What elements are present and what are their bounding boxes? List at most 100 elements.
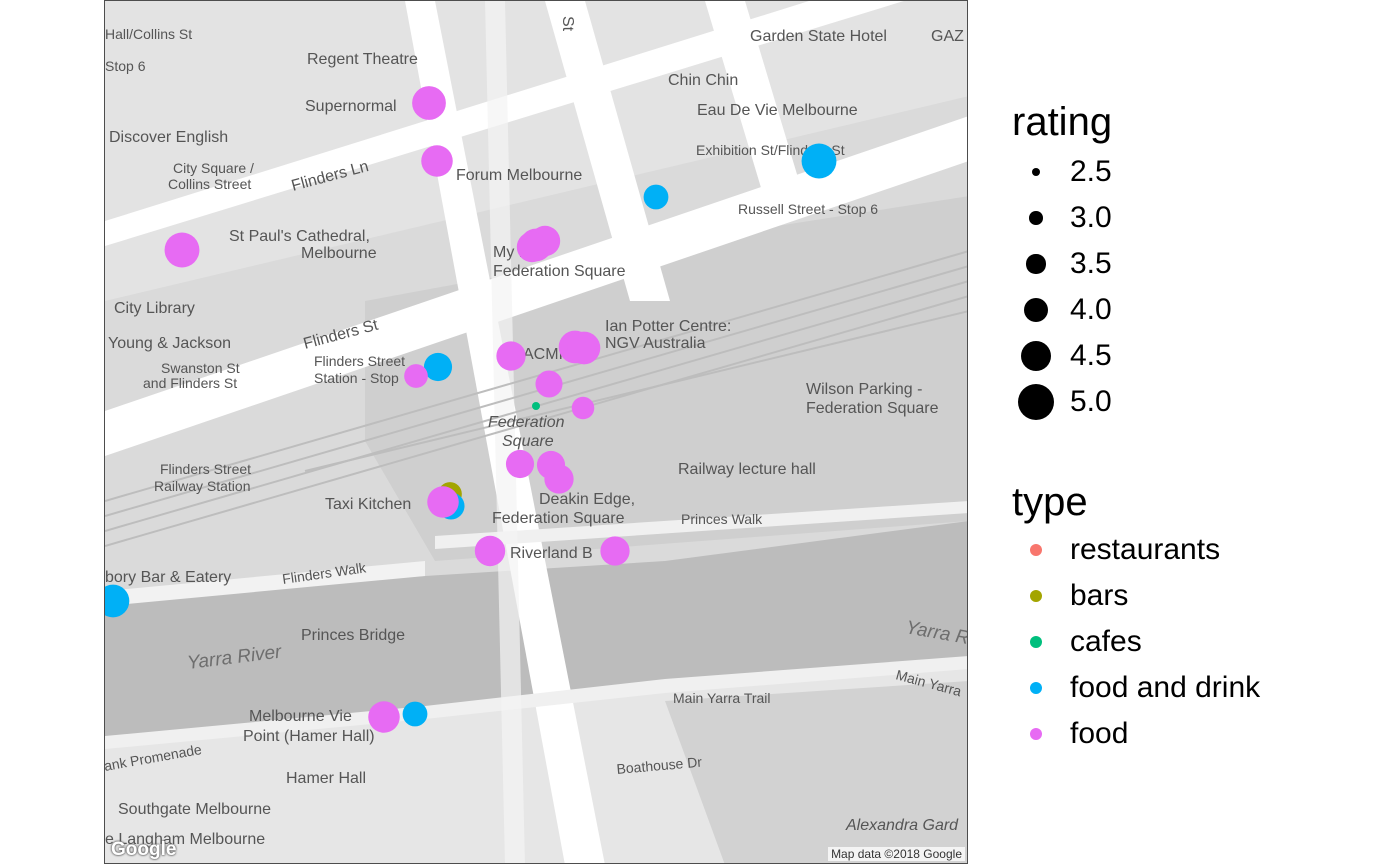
map-label-taxi-kitchen: Taxi Kitchen [325, 496, 411, 513]
color-legend-dot [1030, 728, 1042, 740]
map-label-chin-chin: Chin Chin [668, 72, 738, 89]
map-label-swanston-2: and Flinders St [143, 375, 237, 391]
color-legend-label: cafes [1070, 625, 1142, 658]
map-canvas: Regent Theatre Garden State Hotel GAZ Hall/… [105, 1, 967, 863]
map-label-stop-6: Stop 6 [105, 58, 146, 74]
map-point[interactable] [505, 449, 535, 479]
color-legend-dot [1030, 682, 1042, 694]
princes-walk-road [435, 501, 967, 549]
map-label-railway-lecture-hall: Railway lecture hall [678, 461, 816, 478]
map-point[interactable] [516, 231, 548, 263]
color-legend-item: food and drink [1016, 666, 1260, 710]
map-label-ian-potter-1: Ian Potter Centre: [605, 318, 731, 335]
map-label-forum-melbourne: Forum Melbourne [456, 167, 582, 184]
size-legend-item: 3.5 [1016, 242, 1112, 286]
color-legend-key [1016, 576, 1056, 616]
color-legend-key [1016, 622, 1056, 662]
map-label-langham: e Langham Melbourne [105, 831, 265, 848]
map-point[interactable] [544, 464, 574, 494]
size-legend-title: rating [1012, 100, 1113, 144]
map-point[interactable] [474, 535, 506, 567]
color-legend-label: food [1070, 717, 1129, 750]
map-point[interactable] [801, 143, 837, 179]
color-legend-item: bars [1016, 574, 1128, 618]
color-legend-item: cafes [1016, 620, 1142, 664]
size-legend-dot [1023, 297, 1049, 323]
map-label-garden-state-hotel: Garden State Hotel [750, 28, 887, 45]
map-label-st: St [559, 16, 576, 32]
size-legend-dot [1026, 254, 1046, 274]
map-point[interactable] [105, 584, 130, 618]
size-legend-item: 2.5 [1016, 150, 1112, 194]
map-point[interactable] [421, 145, 453, 177]
map-point[interactable] [496, 341, 526, 371]
map-label-flinders-station-1: Flinders Street [160, 461, 251, 477]
map-point[interactable] [427, 486, 459, 518]
size-legend-label: 4.5 [1070, 339, 1112, 372]
map-panel[interactable]: Regent Theatre Garden State Hotel GAZ Hall/… [104, 0, 968, 864]
map-label-alexandra-gardens: Alexandra Gard [845, 817, 959, 834]
size-legend-key [1016, 244, 1056, 284]
color-legend-dot [1030, 544, 1042, 556]
map-point[interactable] [535, 370, 563, 398]
map-point[interactable] [532, 402, 540, 410]
map-label-supernormal: Supernormal [305, 98, 397, 115]
russell-st-road [545, 1, 670, 301]
size-legend-dot [1029, 211, 1043, 225]
size-legend-label: 3.0 [1070, 201, 1112, 234]
map-label-my-fed-2: Federation Square [493, 263, 626, 280]
flinders-st-road [105, 116, 967, 456]
map-label-flinders-station-2: Railway Station [154, 478, 251, 494]
color-legend-key [1016, 714, 1056, 754]
color-legend-item: restaurants [1016, 528, 1220, 572]
size-legend-label: 2.5 [1070, 155, 1112, 188]
color-legend-label: bars [1070, 579, 1129, 612]
main-yarra-trail-road [105, 656, 967, 749]
park-area [665, 681, 967, 863]
map-label-regent-theatre: Regent Theatre [307, 51, 418, 68]
map-label-eau-de-vie: Eau De Vie Melbourne [697, 102, 858, 119]
map-point[interactable] [164, 232, 200, 268]
size-legend-key [1016, 336, 1056, 376]
size-legend-label: 3.5 [1070, 247, 1112, 280]
map-label-flinders-station-stop-1: Flinders Street [314, 353, 405, 369]
google-logo: Google [111, 839, 177, 860]
map-label-southgate: Southgate Melbourne [118, 801, 271, 818]
exhibition-st-road [705, 1, 805, 201]
points-layer [105, 86, 837, 733]
size-legend-dot [1032, 168, 1040, 176]
map-label-fed-square-1: Federation [488, 414, 565, 431]
size-legend-dot [1018, 384, 1054, 420]
map-point[interactable] [423, 352, 453, 382]
map-point[interactable] [571, 396, 595, 420]
map-point[interactable] [567, 331, 601, 365]
size-legend-key [1016, 152, 1056, 192]
flinders-walk-road [105, 561, 425, 606]
map-label-russell-st: Russell Street - Stop 6 [738, 201, 878, 217]
color-legend-dot [1030, 590, 1042, 602]
color-legend-key [1016, 668, 1056, 708]
map-attribution: Map data ©2018 Google [828, 847, 965, 861]
size-legend-item: 4.0 [1016, 288, 1112, 332]
map-point[interactable] [402, 701, 428, 727]
size-legend-key [1016, 290, 1056, 330]
color-legend-dot [1030, 636, 1042, 648]
map-label-ian-potter-2: NGV Australia [605, 335, 706, 352]
size-legend-item: 5.0 [1016, 380, 1112, 424]
color-legend-label: restaurants [1070, 533, 1221, 566]
map-label-st-pauls-1: St Paul's Cathedral, [229, 228, 370, 245]
color-legend-key [1016, 530, 1056, 570]
map-label-acmi: ACMI [523, 346, 563, 363]
map-point[interactable] [412, 86, 446, 120]
map-label-bar-eatery: bory Bar & Eatery [105, 569, 231, 586]
map-point[interactable] [600, 536, 630, 566]
map-point[interactable] [404, 364, 428, 388]
map-label-fed-square-2: Square [502, 433, 554, 450]
size-legend-dot [1020, 340, 1052, 372]
map-label-main-yarra-trail-1: Main Yarra Trail [673, 690, 771, 706]
map-label-discover-english: Discover English [109, 129, 228, 146]
map-point[interactable] [368, 701, 400, 733]
map-label-wilson-parking-1: Wilson Parking - [806, 381, 922, 398]
map-point[interactable] [643, 184, 669, 210]
size-legend-key [1016, 382, 1056, 422]
